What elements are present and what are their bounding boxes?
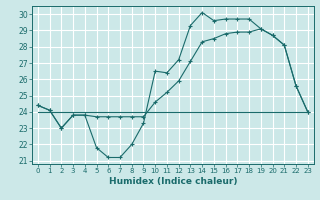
X-axis label: Humidex (Indice chaleur): Humidex (Indice chaleur): [108, 177, 237, 186]
